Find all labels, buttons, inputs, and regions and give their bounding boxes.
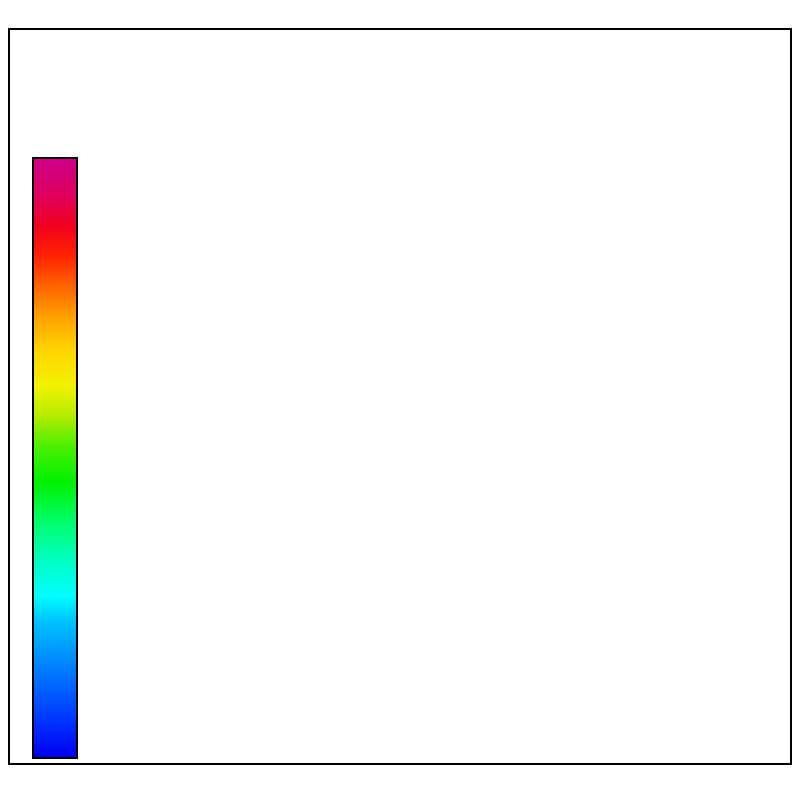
map-frame (8, 28, 792, 765)
map-clip (10, 30, 790, 763)
wind-vector-overlay (10, 30, 790, 763)
colorbar (32, 157, 78, 759)
colorbar-gradient (32, 157, 78, 759)
